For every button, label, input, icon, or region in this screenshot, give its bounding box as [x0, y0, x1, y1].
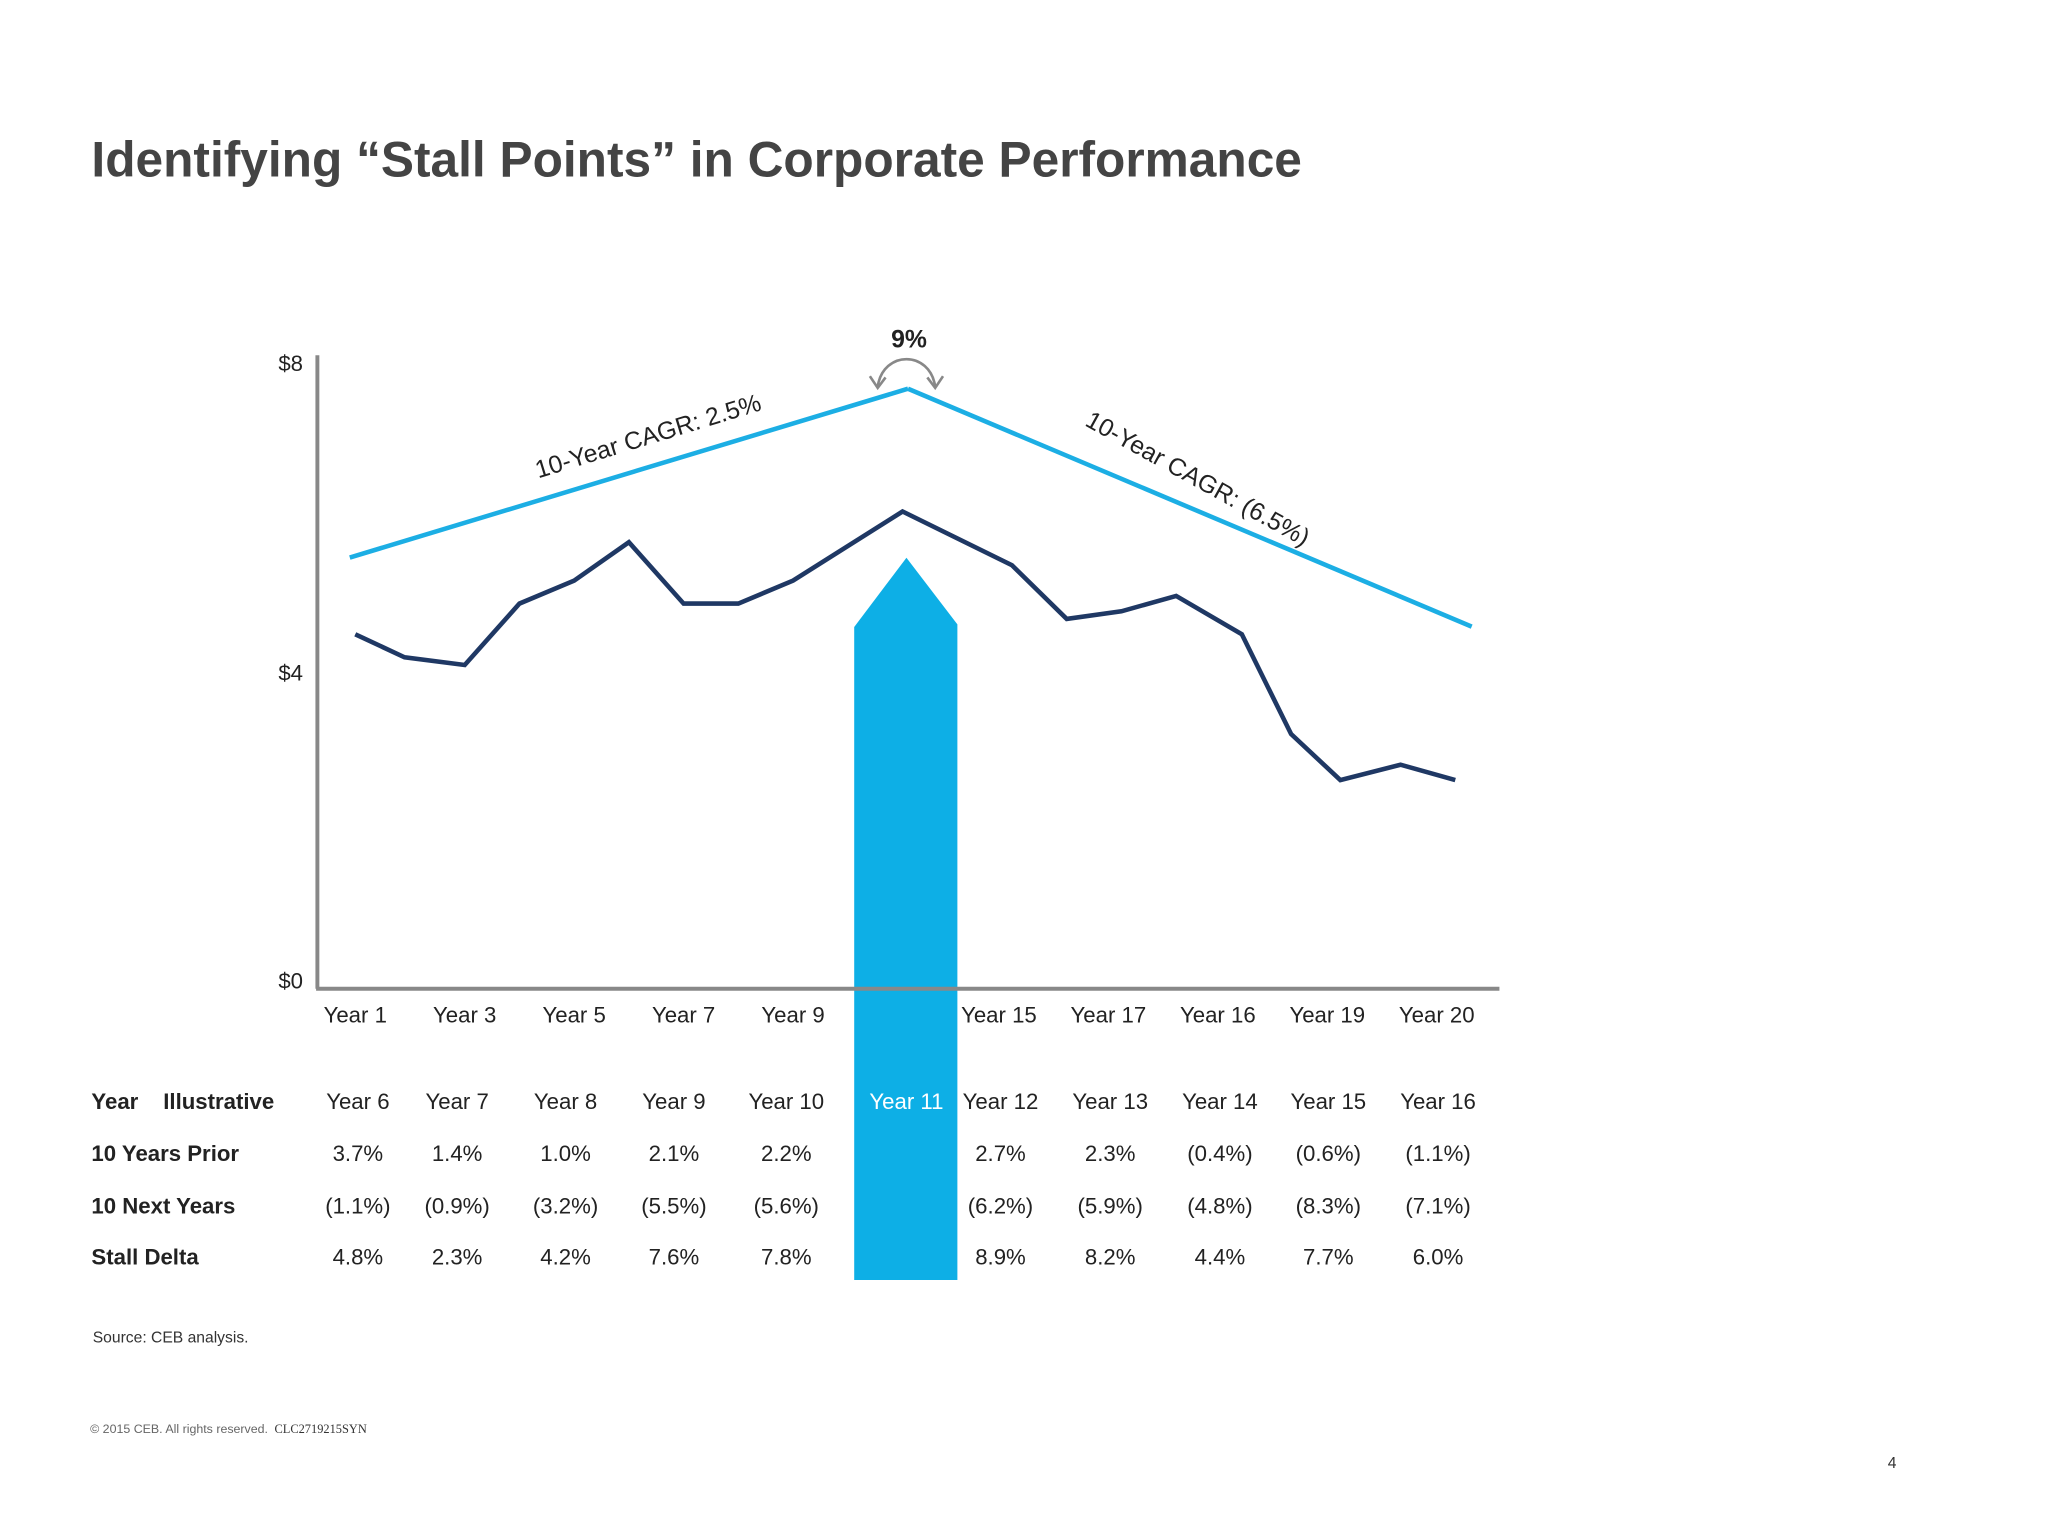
page-title: Identifying “Stall Points” in Corporate … [91, 131, 1301, 187]
trend-line-1 [349, 386, 909, 560]
table-column-header: Year 15 [1290, 1089, 1366, 1114]
table-cell: (0.9%) [424, 1193, 489, 1218]
table-cell: (3.2%) [533, 1193, 598, 1218]
table-cell: 1.4% [432, 1141, 483, 1166]
cagr-label-right: 10-Year CAGR: (6.5%) [1081, 407, 1314, 552]
y-tick-label: $4 [278, 660, 303, 685]
table-cell: 8.9% [975, 1244, 1026, 1269]
table-cell: 8.2% [1085, 1244, 1136, 1269]
y-tick-label: $0 [278, 969, 303, 994]
table-cell: 2.3% [1085, 1141, 1136, 1166]
table-cell: 4.8% [333, 1244, 384, 1269]
doc-code: CLC2719215SYN [275, 1422, 367, 1436]
x-tick-label: Year 3 [433, 1003, 496, 1028]
table-column-header: Year 10 [748, 1089, 824, 1114]
table-cell: (5.6%) [754, 1193, 819, 1218]
table-column-header: Year 11 [869, 1089, 943, 1114]
table-column-header: Year 16 [1400, 1089, 1476, 1114]
x-tick-label: Year 19 [1289, 1003, 1365, 1028]
table-cell: 4.2% [540, 1244, 591, 1269]
table-cell: 2.2% [761, 1141, 812, 1166]
table-cell: (5.5%) [641, 1193, 706, 1218]
trend-line-2 [907, 386, 1473, 629]
table-cell: 2.3% [432, 1244, 483, 1269]
copyright-text: © 2015 CEB. All rights reserved. [90, 1422, 268, 1436]
table-cell: 1.0% [540, 1141, 591, 1166]
x-tick-label: Year 9 [761, 1003, 824, 1028]
table-header-sublabel: Illustrative [163, 1089, 274, 1114]
table-column-header: Year 8 [534, 1089, 597, 1114]
chart: $0 $4 $8 Year 1 Year 3 Year 5 Year 7 Year 9 Yea… [278, 326, 1500, 1280]
table-header-label: Year [91, 1089, 138, 1114]
x-tick-label: Year 17 [1071, 1003, 1147, 1028]
x-tick-label: Year 16 [1180, 1003, 1256, 1028]
table-cell: (0.6%) [1296, 1141, 1361, 1166]
table-column-header: Year 7 [425, 1089, 488, 1114]
table-row-label: 10 Next Years [91, 1193, 235, 1218]
cagr-label-left: 10-Year CAGR: 2.5% [532, 390, 764, 484]
table-cell: (0.4%) [1187, 1141, 1252, 1166]
table-cell: 2.7% [975, 1141, 1026, 1166]
table-row-label: Stall Delta [91, 1244, 199, 1269]
table-cell: (1.1%) [325, 1193, 390, 1218]
table-cell: 7.7% [1303, 1244, 1354, 1269]
x-tick-label: Year 1 [324, 1003, 387, 1028]
table-cell: (7.1%) [1405, 1193, 1470, 1218]
table-cell: (1.1%) [1405, 1141, 1470, 1166]
x-tick-label: Year 15 [961, 1003, 1037, 1028]
table-row-label: 10 Years Prior [91, 1141, 239, 1166]
curved-arrow-icon [868, 358, 945, 391]
table-column-header: Year 9 [642, 1089, 705, 1114]
table-column-header: Year 6 [326, 1089, 389, 1114]
table-column-header: Year 12 [963, 1089, 1039, 1114]
copyright: © 2015 CEB. All rights reserved. CLC27192… [90, 1422, 367, 1436]
peak-annotation: 9% [891, 326, 927, 353]
table-cell: 7.8% [761, 1244, 812, 1269]
source-note: Source: CEB analysis. [93, 1330, 249, 1347]
table-cell: 3.7% [333, 1141, 384, 1166]
table-cell: (8.3%) [1296, 1193, 1361, 1218]
data-table: Year Illustrative Year 6 Year 7 Year 8 Year 9… [91, 1089, 1475, 1269]
x-tick-label: Year 5 [542, 1003, 605, 1028]
table-column-header: Year 13 [1072, 1089, 1148, 1114]
highlight-arrow [854, 557, 958, 1280]
table-cell: (4.8%) [1187, 1193, 1252, 1218]
table-cell: (6.2%) [968, 1193, 1033, 1218]
table-cell: 6.0% [1413, 1244, 1464, 1269]
x-tick-label: Year 7 [652, 1003, 715, 1028]
table-cell: 7.6% [649, 1244, 700, 1269]
x-tick-label: Year 20 [1399, 1003, 1475, 1028]
table-column-header: Year 14 [1182, 1089, 1258, 1114]
page-number: 4 [1888, 1455, 1897, 1472]
table-cell: (5.9%) [1078, 1193, 1143, 1218]
y-tick-label: $8 [278, 351, 303, 376]
table-cell: 4.4% [1195, 1244, 1246, 1269]
table-cell: 2.1% [649, 1141, 700, 1166]
